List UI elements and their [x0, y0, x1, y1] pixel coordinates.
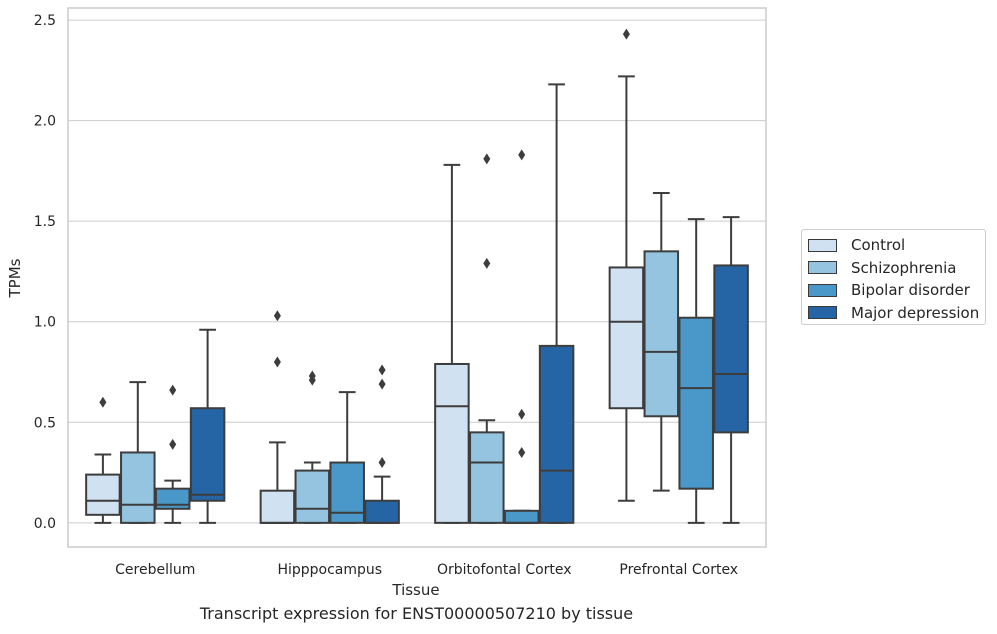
- outlier-point: [273, 310, 281, 322]
- box-schizophrenia: [294, 370, 331, 524]
- iqr-box: [294, 469, 331, 524]
- legend-item: Schizophrenia: [808, 257, 985, 280]
- outlier-point: [483, 257, 491, 269]
- x-tick-label: Hipppocampus: [277, 562, 382, 578]
- outlier-point: [378, 364, 386, 376]
- legend-label: Control: [851, 236, 906, 255]
- legend-item: Bipolar disorder: [808, 279, 985, 302]
- box-major-depression: [713, 216, 749, 524]
- iqr-box: [85, 473, 121, 516]
- outlier-point: [483, 153, 491, 165]
- outlier-point: [518, 446, 526, 458]
- iqr-box: [469, 431, 505, 524]
- x-axis-title: Tissue: [391, 581, 439, 599]
- outlier-point: [308, 370, 316, 382]
- x-axis-ticks: Cerebellum Hipppocampus Orbitofontal Corte…: [115, 562, 738, 578]
- box-schizophrenia: [643, 192, 680, 492]
- legend: Control Schizophrenia Bipolar disorder Majo…: [801, 229, 986, 325]
- legend-item: Control: [808, 234, 985, 257]
- y-tick-label: 2.0: [34, 114, 56, 130]
- box-control: [259, 310, 296, 524]
- box-bipolar-disorder: [329, 391, 365, 524]
- y-tick-label: 1.5: [34, 214, 56, 230]
- gridlines: [68, 19, 766, 524]
- chart-caption: Transcript expression for ENST0000050721…: [199, 604, 634, 623]
- iqr-box: [678, 316, 714, 490]
- box-major-depression: [538, 83, 575, 524]
- iqr-box: [643, 250, 680, 418]
- iqr-box: [713, 264, 749, 434]
- outlier-point: [518, 408, 526, 420]
- y-axis-title: TPMs: [6, 258, 24, 298]
- legend-label: Schizophrenia: [851, 258, 957, 277]
- legend-swatch: [808, 306, 837, 320]
- iqr-box: [503, 509, 540, 524]
- box-major-depression: [189, 328, 226, 524]
- legend-label: Bipolar disorder: [851, 281, 970, 300]
- outlier-point: [169, 438, 177, 450]
- iqr-box: [120, 451, 156, 524]
- x-tick-label: Cerebellum: [115, 562, 195, 578]
- outlier-point: [378, 378, 386, 390]
- iqr-box: [329, 461, 365, 524]
- legend-item: Major depression: [808, 302, 985, 325]
- iqr-box: [608, 266, 645, 410]
- box-control: [434, 163, 470, 524]
- iqr-box: [364, 499, 400, 524]
- box-schizophrenia: [469, 153, 505, 524]
- outlier-point: [518, 149, 526, 161]
- box-control: [608, 28, 645, 502]
- outlier-point: [273, 356, 281, 368]
- outlier-point: [622, 28, 630, 40]
- y-axis-ticks: 0.0 0.5 1.0 1.5 2.0 2.5: [34, 13, 56, 532]
- x-tick-label: Prefrontal Cortex: [619, 562, 738, 578]
- iqr-box: [154, 487, 191, 510]
- iqr-box: [434, 362, 470, 524]
- boxes-layer: [85, 28, 749, 524]
- legend-label: Major depression: [851, 303, 980, 322]
- iqr-box: [189, 407, 226, 502]
- box-schizophrenia: [120, 381, 156, 524]
- y-tick-label: 1.0: [34, 315, 56, 331]
- box-bipolar-disorder: [154, 384, 191, 524]
- outlier-point: [99, 396, 107, 408]
- y-tick-label: 2.5: [34, 13, 56, 29]
- x-tick-label: Orbitofontal Cortex: [437, 562, 572, 578]
- outlier-point: [378, 457, 386, 469]
- box-control: [85, 396, 121, 524]
- legend-swatch: [808, 261, 837, 275]
- iqr-box: [259, 489, 296, 524]
- box-bipolar-disorder: [503, 149, 540, 524]
- y-tick-label: 0.5: [34, 415, 56, 431]
- legend-swatch: [808, 238, 837, 252]
- outlier-point: [169, 384, 177, 396]
- box-bipolar-disorder: [678, 218, 714, 524]
- y-tick-label: 0.0: [34, 516, 56, 532]
- iqr-box: [538, 344, 575, 524]
- legend-swatch: [808, 283, 837, 297]
- box-major-depression: [364, 364, 400, 524]
